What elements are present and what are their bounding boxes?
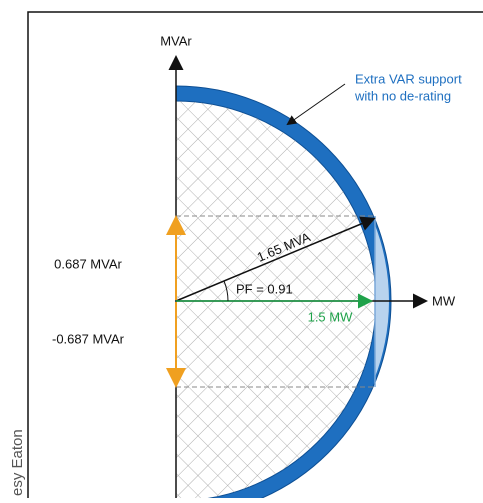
mva-vector (175, 216, 376, 302)
y-axis-label: MVAr (160, 33, 192, 48)
callout-text: Extra VAR support (355, 71, 462, 86)
frame (27, 11, 483, 503)
var-neg-label: -0.687 MVAr (52, 331, 125, 346)
capability-area (176, 101, 376, 501)
x-axis-label: MW (432, 293, 456, 308)
mw-label: 1.5 MW (308, 309, 354, 324)
pf-label: PF = 0.91 (236, 281, 293, 296)
callout-leader (286, 83, 346, 126)
callout-text: with no de-rating (354, 88, 451, 103)
angle-arc (223, 280, 229, 302)
var-pos-label: 0.687 MVAr (54, 256, 122, 271)
credit: esy Eaton (9, 429, 26, 496)
